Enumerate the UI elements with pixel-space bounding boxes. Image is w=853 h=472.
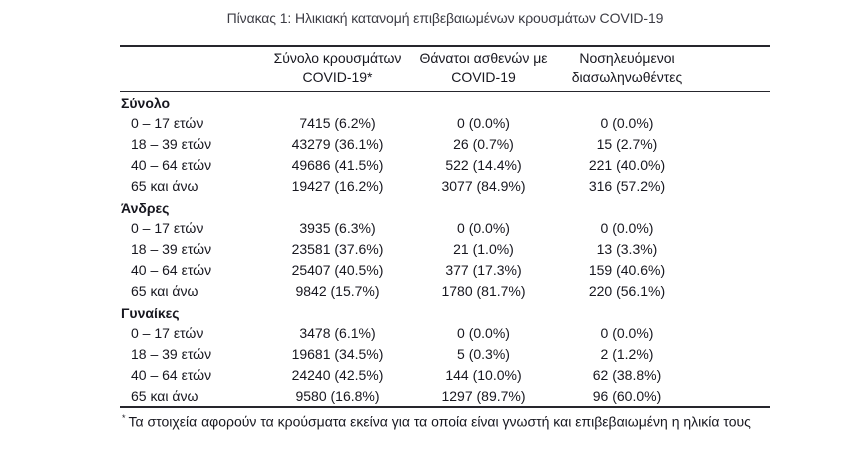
footnote: * Τα στοιχεία αφορούν τα κρούσματα εκείνα… (122, 413, 751, 430)
header-intubated: Νοσηλευόμενοι διασωληνωθέντες (557, 46, 697, 92)
deaths-cell: 3077 (84.9%) (441, 178, 526, 194)
age-cell: 40 – 64 ετών (131, 157, 212, 173)
deaths-cell: 1780 (81.7%) (441, 283, 526, 299)
table-title: Πίνακας 1: Ηλικιακή κατανομή επιβεβαιωμέ… (226, 10, 664, 26)
cases-cell: 9580 (16.8%) (295, 387, 380, 404)
cases-cell: 7415 (6.2%) (299, 115, 376, 131)
footnote-marker: * (122, 413, 126, 423)
header-cases-line2: COVID-19* (302, 69, 373, 85)
spacer-cell (697, 323, 770, 344)
spacer-cell (697, 155, 770, 176)
intubated-cell: 62 (38.8%) (592, 367, 662, 383)
table-row: 40 – 64 ετών 24240 (42.5%) 144 (10.0%) 6… (120, 365, 770, 386)
cases-cell: 3478 (6.1%) (299, 325, 376, 341)
spacer-cell (697, 260, 770, 281)
age-distribution-table: Σύνολο κρουσμάτων COVID-19* Θάνατοι ασθε… (120, 45, 770, 408)
intubated-cell: 220 (56.1%) (588, 283, 666, 299)
table-row: 40 – 64 ετών 25407 (40.5%) 377 (17.3%) 1… (120, 260, 770, 281)
age-cell: 0 – 17 ετών (131, 220, 204, 236)
intubated-cell: 221 (40.0%) (588, 157, 666, 173)
age-cell: 40 – 64 ετών (131, 262, 212, 278)
cases-cell: 19427 (16.2%) (291, 178, 384, 194)
section-row-total: Σύνολο (120, 92, 770, 113)
spacer-cell (697, 365, 770, 386)
table-row: 40 – 64 ετών 49686 (41.5%) 522 (14.4%) 2… (120, 155, 770, 176)
age-cell: 18 – 39 ετών (131, 346, 212, 362)
intubated-cell: 13 (3.3%) (596, 241, 658, 257)
table-row: 18 – 39 ετών 43279 (36.1%) 26 (0.7%) 15 … (120, 134, 770, 155)
table-row: 65 και άνω 9842 (15.7%) 1780 (81.7%) 220… (120, 281, 770, 302)
table-row: 0 – 17 ετών 3478 (6.1%) 0 (0.0%) 0 (0.0%… (120, 323, 770, 344)
table-row: 18 – 39 ετών 19681 (34.5%) 5 (0.3%) 2 (1… (120, 344, 770, 365)
deaths-cell: 0 (0.0%) (457, 115, 510, 131)
intubated-cell: 316 (57.2%) (588, 178, 666, 194)
age-cell: 65 και άνω (131, 387, 199, 404)
table-header-row: Σύνολο κρουσμάτων COVID-19* Θάνατοι ασθε… (120, 46, 770, 92)
header-deaths-line2: COVID-19 (451, 69, 516, 85)
age-cell: 18 – 39 ετών (131, 136, 212, 152)
deaths-cell: 377 (17.3%) (445, 262, 522, 278)
deaths-cell: 0 (0.0%) (457, 325, 510, 341)
cases-cell: 3935 (6.3%) (299, 220, 376, 236)
deaths-cell: 5 (0.3%) (457, 346, 510, 362)
deaths-cell: 144 (10.0%) (445, 367, 522, 383)
header-empty (120, 46, 265, 92)
age-cell: 0 – 17 ετών (131, 115, 204, 131)
header-deaths: Θάνατοι ασθενών με COVID-19 (410, 46, 557, 92)
header-intubated-line2: διασωληνωθέντες (571, 69, 683, 85)
section-row-men: Άνδρες (120, 197, 770, 218)
header-cases: Σύνολο κρουσμάτων COVID-19* (265, 46, 410, 92)
age-cell: 65 και άνω (131, 178, 199, 194)
section-label: Σύνολο (121, 95, 171, 112)
section-label: Γυναίκες (121, 305, 180, 321)
cases-cell: 9842 (15.7%) (295, 283, 380, 299)
age-cell: 18 – 39 ετών (131, 241, 212, 257)
spacer-cell (697, 218, 770, 239)
spacer-cell (697, 176, 770, 197)
footnote-text: Τα στοιχεία αφορούν τα κρούσματα εκείνα … (128, 413, 751, 430)
intubated-cell: 0 (0.0%) (600, 220, 654, 236)
intubated-cell: 159 (40.6%) (588, 262, 666, 278)
spacer-cell (697, 281, 770, 302)
deaths-cell: 522 (14.4%) (445, 157, 522, 173)
header-cases-line1: Σύνολο κρουσμάτων (273, 50, 402, 66)
cases-cell: 43279 (36.1%) (291, 136, 384, 152)
spacer-cell (697, 386, 770, 407)
deaths-cell: 21 (1.0%) (453, 241, 514, 257)
table-row: 18 – 39 ετών 23581 (37.6%) 21 (1.0%) 13 … (120, 239, 770, 260)
cases-cell: 49686 (41.5%) (291, 157, 384, 173)
header-spacer (697, 46, 770, 92)
spacer-cell (697, 239, 770, 260)
age-cell: 40 – 64 ετών (131, 367, 212, 383)
age-cell: 0 – 17 ετών (131, 325, 204, 341)
spacer-cell (697, 344, 770, 365)
section-row-women: Γυναίκες (120, 302, 770, 323)
cases-cell: 19681 (34.5%) (291, 346, 384, 362)
table-row: 65 και άνω 19427 (16.2%) 3077 (84.9%) 31… (120, 176, 770, 197)
cases-cell: 24240 (42.5%) (291, 367, 384, 383)
intubated-cell: 0 (0.0%) (600, 115, 654, 131)
intubated-cell: 15 (2.7%) (596, 136, 658, 152)
table-row: 0 – 17 ετών 3935 (6.3%) 0 (0.0%) 0 (0.0%… (120, 218, 770, 239)
section-label: Άνδρες (121, 200, 170, 216)
intubated-cell: 96 (60.0%) (592, 387, 662, 404)
table-row: 65 και άνω 9580 (16.8%) 1297 (89.7%) 96 … (120, 386, 770, 407)
age-cell: 65 και άνω (131, 283, 199, 299)
deaths-cell: 26 (0.7%) (453, 136, 514, 152)
header-intubated-line1: Νοσηλευόμενοι (579, 50, 675, 66)
cases-cell: 23581 (37.6%) (291, 241, 384, 257)
cases-cell: 25407 (40.5%) (291, 262, 384, 278)
spacer-cell (697, 113, 770, 134)
deaths-cell: 1297 (89.7%) (441, 387, 526, 404)
intubated-cell: 2 (1.2%) (600, 346, 654, 362)
deaths-cell: 0 (0.0%) (457, 220, 510, 236)
table-row: 0 – 17 ετών 7415 (6.2%) 0 (0.0%) 0 (0.0%… (120, 113, 770, 134)
header-deaths-line1: Θάνατοι ασθενών με (419, 50, 548, 66)
spacer-cell (697, 134, 770, 155)
intubated-cell: 0 (0.0%) (600, 325, 654, 341)
